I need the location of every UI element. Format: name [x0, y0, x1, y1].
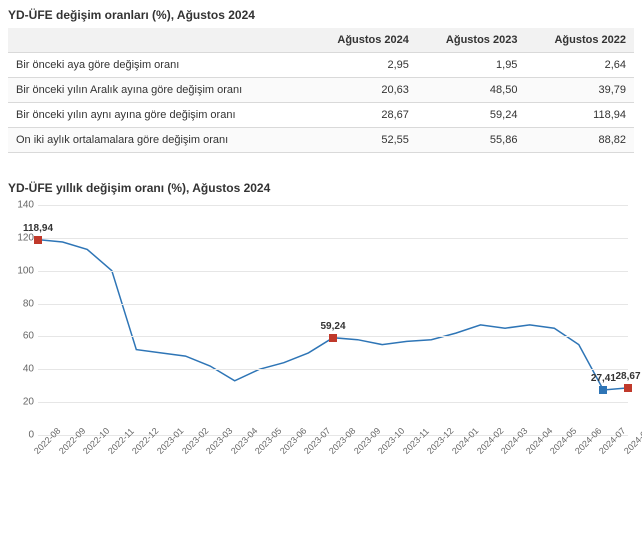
chart-marker [34, 236, 42, 244]
y-tick-label: 20 [10, 397, 34, 408]
grid-line [38, 271, 628, 272]
cell: Bir önceki yılın aynı ayına göre değişim… [8, 103, 308, 128]
cell: On iki aylık ortalamalara göre değişim o… [8, 128, 308, 153]
chart-section: YD-ÜFE yıllık değişim oranı (%), Ağustos… [8, 181, 634, 505]
cell: 28,67 [308, 103, 417, 128]
y-tick-label: 120 [10, 232, 34, 243]
chart-marker [329, 334, 337, 342]
cell: 48,50 [417, 78, 526, 103]
cell: 59,24 [417, 103, 526, 128]
plot-area: 020406080100120140118,9459,2427,4128,67 [38, 205, 628, 435]
y-tick-label: 40 [10, 364, 34, 375]
col-2023: Ağustos 2023 [417, 28, 526, 53]
cell: Bir önceki yılın Aralık ayına göre değiş… [8, 78, 308, 103]
y-tick-label: 140 [10, 200, 34, 211]
y-tick-label: 80 [10, 298, 34, 309]
chart-point-label: 59,24 [320, 321, 345, 332]
table-section: YD-ÜFE değişim oranları (%), Ağustos 202… [8, 8, 634, 153]
chart-point-label: 27,41 [591, 373, 616, 384]
table-title: YD-ÜFE değişim oranları (%), Ağustos 202… [8, 8, 634, 22]
col-empty [8, 28, 308, 53]
grid-line [38, 304, 628, 305]
y-tick-label: 0 [10, 430, 34, 441]
cell: 1,95 [417, 53, 526, 78]
y-tick-label: 100 [10, 265, 34, 276]
col-2022: Ağustos 2022 [525, 28, 634, 53]
table-row: Bir önceki yılın Aralık ayına göre değiş… [8, 78, 634, 103]
cell: 118,94 [525, 103, 634, 128]
table-header-row: Ağustos 2024 Ağustos 2023 Ağustos 2022 [8, 28, 634, 53]
grid-line [38, 402, 628, 403]
y-tick-label: 60 [10, 331, 34, 342]
rates-table: Ağustos 2024 Ağustos 2023 Ağustos 2022 B… [8, 28, 634, 153]
line-chart: 020406080100120140118,9459,2427,4128,67 … [8, 205, 632, 505]
cell: Bir önceki aya göre değişim oranı [8, 53, 308, 78]
cell: 2,64 [525, 53, 634, 78]
chart-title: YD-ÜFE yıllık değişim oranı (%), Ağustos… [8, 181, 634, 195]
cell: 20,63 [308, 78, 417, 103]
chart-marker [599, 386, 607, 394]
grid-line [38, 238, 628, 239]
col-2024: Ağustos 2024 [308, 28, 417, 53]
cell: 39,79 [525, 78, 634, 103]
cell: 88,82 [525, 128, 634, 153]
grid-line [38, 369, 628, 370]
x-axis: 2022-082022-092022-102022-112022-122023-… [38, 439, 628, 499]
chart-point-label: 118,94 [23, 223, 53, 234]
table-row: On iki aylık ortalamalara göre değişim o… [8, 128, 634, 153]
grid-line [38, 205, 628, 206]
cell: 55,86 [417, 128, 526, 153]
cell: 2,95 [308, 53, 417, 78]
table-row: Bir önceki yılın aynı ayına göre değişim… [8, 103, 634, 128]
chart-marker [624, 384, 632, 392]
cell: 52,55 [308, 128, 417, 153]
table-row: Bir önceki aya göre değişim oranı 2,95 1… [8, 53, 634, 78]
chart-point-label: 28,67 [615, 371, 640, 382]
